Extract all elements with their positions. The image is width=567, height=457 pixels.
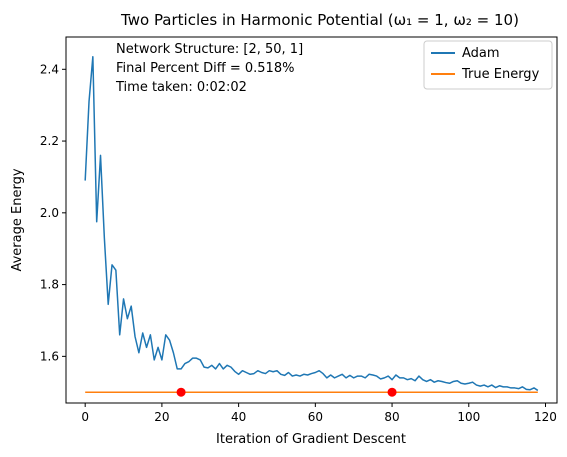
annotation-time-taken: Time taken: 0:02:02: [115, 80, 247, 95]
y-tick-label: 2.4: [40, 62, 59, 76]
y-tick-label: 1.6: [40, 349, 59, 363]
annotation-block: Network Structure: [2, 50, 1] Final Perc…: [115, 42, 303, 95]
legend-label-adam: Adam: [462, 46, 500, 61]
y-tick-label: 2.2: [40, 134, 59, 148]
marker-point: [387, 387, 397, 397]
y-tick-label: 2.0: [40, 206, 59, 220]
legend-box: [423, 40, 553, 90]
annotation-percent-diff: Final Percent Diff = 0.518%: [116, 61, 294, 76]
marker-point: [176, 387, 186, 397]
annotation-network-structure: Network Structure: [2, 50, 1]: [116, 42, 303, 57]
plot-area: 0 20 40 60 80 100 120 1.6 1.8 2.0 2.2 2.4: [40, 55, 557, 424]
y-axis-title: Average Energy: [10, 168, 25, 271]
legend: Adam True Energy: [423, 40, 553, 90]
x-tick-label: 60: [308, 410, 323, 424]
legend-label-true-energy: True Energy: [461, 67, 540, 82]
chart-title: Two Particles in Harmonic Potential (ω₁ …: [120, 11, 519, 29]
y-tick-label: 1.8: [40, 278, 59, 292]
x-tick-label: 100: [457, 410, 480, 424]
x-tick-label: 40: [231, 410, 246, 424]
x-tick-label: 80: [384, 410, 399, 424]
series-line-adam: [84, 55, 539, 392]
x-tick-label: 0: [81, 410, 89, 424]
x-axis-title: Iteration of Gradient Descent: [216, 432, 406, 447]
plot-frame: [65, 36, 558, 404]
x-tick-label: 20: [154, 410, 169, 424]
x-tick-label: 120: [534, 410, 557, 424]
